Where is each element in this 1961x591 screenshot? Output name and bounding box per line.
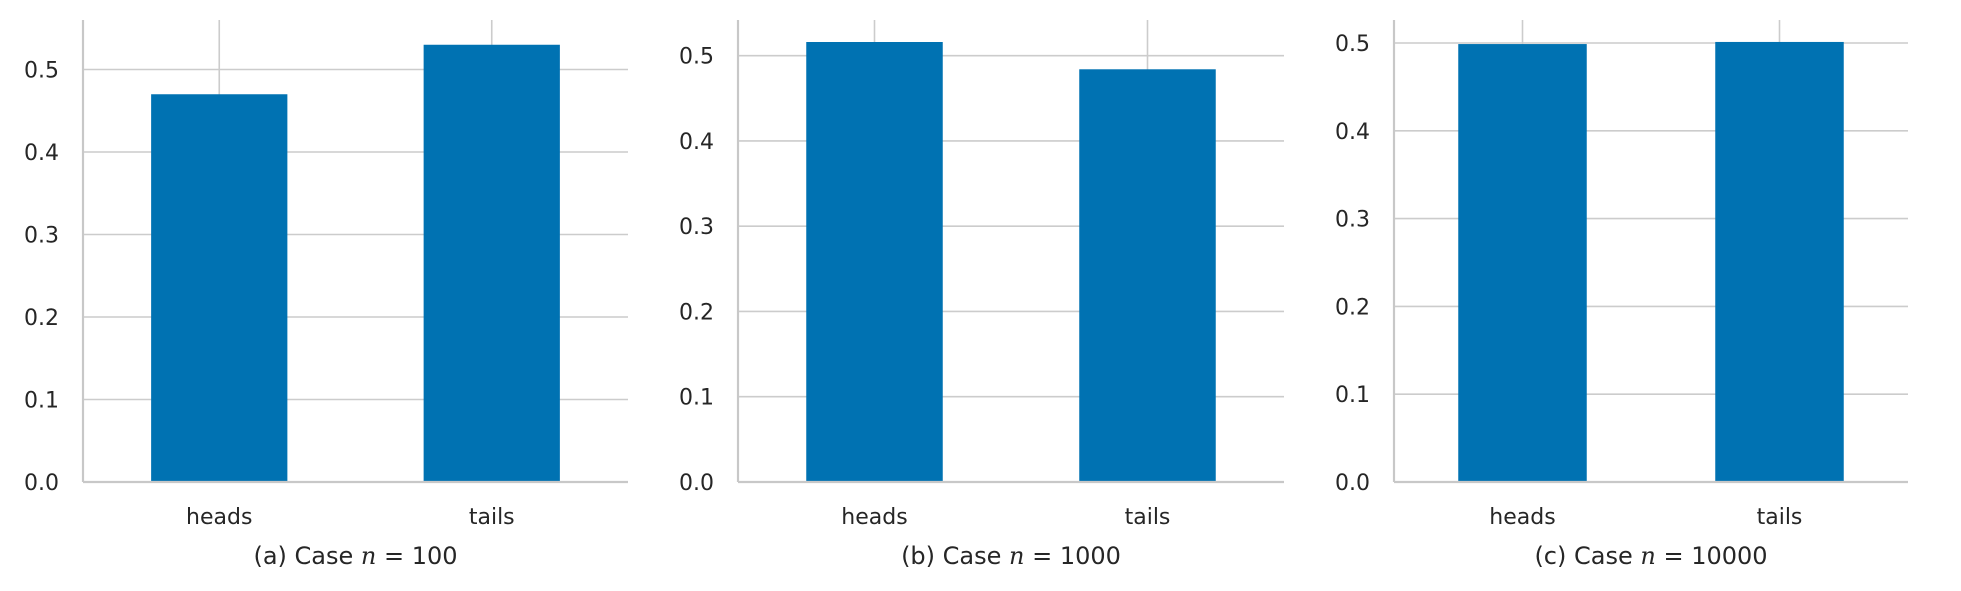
y-tick-label: 0.1 — [1335, 383, 1370, 408]
bar-tails — [1079, 69, 1216, 483]
bar-tails — [1715, 41, 1844, 482]
y-tick-label: 0.2 — [24, 306, 59, 331]
x-tick-label-heads: heads — [186, 505, 252, 530]
subfigure-caption: (c) Case n = 10000 — [1534, 542, 1767, 570]
y-tick-label: 0.3 — [679, 215, 714, 240]
y-tick-label: 0.4 — [679, 130, 714, 155]
x-tick-label-tails: tails — [1757, 505, 1803, 530]
y-tick-label: 0.4 — [24, 141, 59, 166]
y-tick-label: 0.3 — [24, 224, 59, 249]
y-tick-label: 0.2 — [679, 300, 714, 325]
x-tick-label-heads: heads — [841, 505, 907, 530]
y-tick-label: 0.5 — [24, 59, 59, 84]
x-tick-label-tails: tails — [1125, 505, 1171, 530]
subfigure-caption: (b) Case n = 1000 — [901, 542, 1121, 570]
y-tick-label: 0.2 — [1335, 295, 1370, 320]
y-tick-label: 0.1 — [679, 386, 714, 411]
y-tick-label: 0.0 — [1335, 471, 1370, 496]
x-tick-label-tails: tails — [469, 505, 515, 530]
bar-tails — [423, 44, 560, 482]
y-tick-label: 0.0 — [24, 471, 59, 496]
chart-case-10000: 0.0 0.1 0.2 0.3 0.4 0.5 heads tails (c) Case n =… — [1335, 20, 1908, 570]
subfigure-caption: (a) Case n = 100 — [253, 542, 457, 570]
x-tick-label-heads: heads — [1489, 505, 1555, 530]
chart-case-100: 0.0 0.1 0.2 0.3 0.4 0.5 heads tails (a) Case n =… — [24, 20, 628, 570]
y-tick-label: 0.3 — [1335, 208, 1370, 233]
bar-heads — [151, 94, 288, 482]
y-tick-label: 0.0 — [679, 471, 714, 496]
y-tick-label: 0.4 — [1335, 120, 1370, 145]
chart-case-1000: 0.0 0.1 0.2 0.3 0.4 0.5 heads tails(b) Case n =… — [679, 20, 1284, 570]
y-tick-label: 0.5 — [679, 45, 714, 70]
y-tick-label: 0.5 — [1335, 32, 1370, 57]
bar-heads — [806, 42, 943, 482]
bar-heads — [1458, 44, 1587, 483]
y-tick-label: 0.1 — [24, 389, 59, 414]
